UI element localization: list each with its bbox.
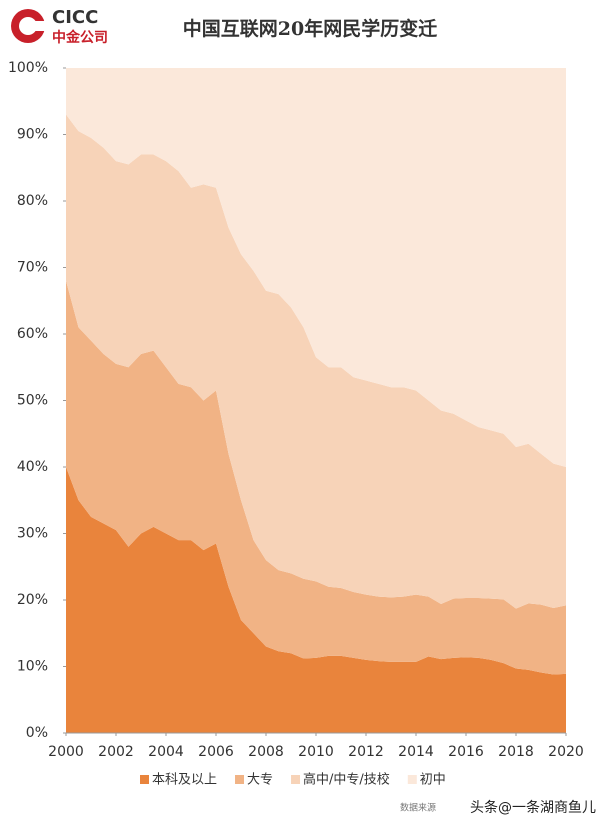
x-tick-label: 2016 [448,744,484,760]
logo-subtext: 中金公司 [52,29,108,46]
logo-text: CICC [52,7,98,28]
area [66,467,566,733]
legend-swatch [407,775,417,784]
source-note: 数据来源 [400,802,436,814]
y-tick-label: 70% [17,260,48,276]
legend-swatch [291,775,301,784]
area [66,280,566,675]
y-tick-label: 10% [17,659,48,675]
logo: CICC 中金公司 [11,7,108,46]
y-tick-label: 0% [26,725,48,741]
y-tick-label: 60% [17,326,48,342]
legend-label: 高中/中专/技校 [303,772,390,788]
y-tick-label: 90% [17,127,48,143]
area [66,114,566,609]
legend-swatch [140,775,149,784]
legend-label: 本科及以上 [152,773,217,788]
x-tick-label: 2012 [348,744,384,760]
area [66,68,566,467]
chart-title: 中国互联网20年网民学历变迁 [183,17,437,40]
legend-label: 大专 [247,773,273,788]
logo-icon-cut [28,21,46,31]
x-tick-label: 2006 [198,744,234,760]
legend-label: 初中 [420,773,446,788]
y-tick-label: 100% [8,60,48,76]
y-tick-label: 30% [17,526,48,542]
y-tick-label: 50% [17,393,48,409]
x-tick-label: 2018 [498,744,534,760]
x-tick-label: 2014 [398,744,434,760]
legend-swatch [235,775,245,784]
x-tick-label: 2000 [48,744,84,760]
x-tick-label: 2002 [98,744,134,760]
x-tick-label: 2008 [248,744,284,760]
x-tick-label: 2004 [148,744,184,760]
y-tick-label: 40% [17,459,48,475]
y-tick-label: 80% [17,193,48,209]
y-tick-label: 20% [17,592,48,608]
x-tick-label: 2010 [298,744,334,760]
watermark: 头条@一条湖商鱼儿 [470,799,596,816]
x-tick-label: 2020 [548,744,584,760]
